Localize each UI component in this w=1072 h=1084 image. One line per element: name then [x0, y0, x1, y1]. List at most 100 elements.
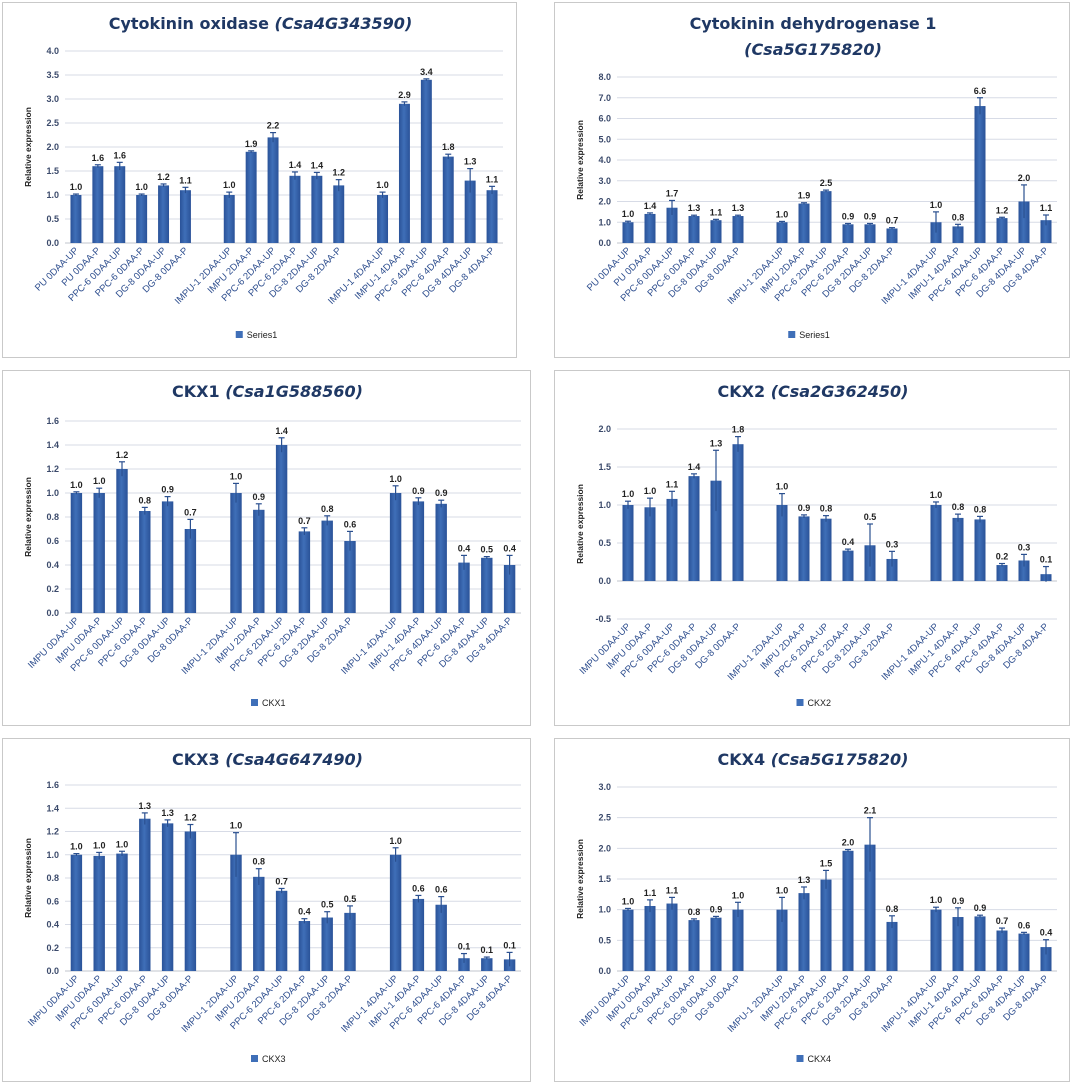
data-label: 0.8 — [253, 857, 266, 867]
data-label: 1.1 — [644, 888, 657, 898]
y-tick-label: 0.0 — [46, 966, 59, 976]
y-tick-label: 4.0 — [46, 46, 59, 56]
y-tick-label: 0.8 — [46, 512, 59, 522]
data-label: 0.8 — [952, 502, 965, 512]
bar — [688, 216, 700, 243]
bar — [398, 103, 410, 243]
data-label: 1.3 — [732, 203, 745, 213]
bar — [114, 166, 126, 243]
chart-title-gene: (Csa4G647490) — [225, 750, 363, 769]
data-label: 0.7 — [184, 507, 197, 517]
y-tick-label: -0.5 — [595, 614, 611, 624]
data-label: 0.9 — [864, 211, 877, 221]
y-tick-label: 0.2 — [46, 584, 59, 594]
bar — [930, 909, 942, 971]
bar — [644, 507, 656, 581]
bar — [864, 844, 876, 971]
bar — [93, 855, 105, 971]
legend-label: CKX3 — [262, 1054, 286, 1064]
bar — [1018, 560, 1030, 581]
bar — [974, 519, 986, 581]
y-tick-label: 2.0 — [598, 424, 611, 434]
y-tick-label: 0.0 — [46, 608, 59, 618]
data-label: 0.9 — [253, 492, 266, 502]
data-label: 0.3 — [1018, 542, 1031, 552]
bar — [996, 565, 1008, 581]
y-axis-label: Relative expression — [575, 120, 585, 200]
bar — [458, 958, 470, 971]
bar — [412, 898, 425, 971]
bar — [139, 818, 151, 971]
y-axis-label: Relative expression — [575, 484, 585, 564]
legend-label: CKX4 — [808, 1054, 832, 1064]
data-label: 1.0 — [622, 209, 635, 219]
chart-title-gene: (Csa5G175820) — [771, 750, 909, 769]
data-label: 2.5 — [820, 178, 833, 188]
data-label: 1.3 — [798, 875, 811, 885]
data-label: 1.0 — [732, 890, 745, 900]
data-label: 1.0 — [70, 480, 83, 490]
bar — [275, 445, 288, 613]
bar — [666, 498, 678, 581]
data-label: 1.0 — [116, 839, 129, 849]
bar — [420, 79, 432, 243]
y-tick-label: 2.0 — [598, 843, 611, 853]
y-tick-label: 0.6 — [46, 896, 59, 906]
data-label: 0.1 — [481, 945, 494, 955]
data-label: 1.3 — [464, 157, 477, 167]
bar — [666, 903, 678, 971]
chart-svg-ckx2: CKX2 (Csa2G362450) -0.5 0.0 0.5 1.0 1.5 2.0 Rel… — [575, 382, 1057, 708]
chart-title-gene: (Csa4G343590) — [275, 14, 413, 33]
bar — [1040, 947, 1052, 971]
data-label: 0.4 — [298, 907, 311, 917]
data-label: 1.0 — [622, 896, 635, 906]
data-label: 0.1 — [503, 940, 516, 950]
data-label: 1.1 — [486, 174, 499, 184]
chart-title: CKX3 (Csa4G647490) — [172, 750, 363, 769]
chart-title-name: CKX4 — [718, 750, 771, 769]
data-label: 0.9 — [974, 903, 987, 913]
bar — [776, 505, 788, 581]
bar — [161, 823, 174, 971]
data-label: 0.7 — [298, 516, 311, 526]
legend-label: CKX2 — [808, 698, 832, 708]
bar — [710, 480, 722, 581]
bar — [886, 558, 898, 581]
chart-title: Cytokinin oxidase (Csa4G343590) — [109, 14, 413, 33]
chart-title: CKX4 (Csa5G175820) — [718, 750, 909, 769]
data-label: 1.6 — [92, 153, 105, 163]
bar — [974, 916, 986, 971]
y-tick-label: 0.5 — [598, 935, 611, 945]
data-label: 0.3 — [886, 539, 899, 549]
bar — [253, 509, 265, 613]
y-tick-label: 1.0 — [598, 905, 611, 915]
data-label: 0.6 — [435, 885, 448, 895]
y-tick-label: 1.0 — [598, 500, 611, 510]
y-tick-label: 4.0 — [598, 155, 611, 165]
data-label: 1.2 — [157, 172, 170, 182]
data-label: 1.1 — [1040, 203, 1053, 213]
bar — [458, 562, 470, 613]
data-label: 0.9 — [842, 211, 855, 221]
bar — [70, 854, 83, 971]
bar — [644, 213, 656, 243]
data-label: 0.4 — [503, 543, 516, 553]
chart-panel-cytokinin-oxidase: Cytokinin oxidase (Csa4G343590) 0.0 0.5 1.0… — [2, 2, 517, 358]
data-label: 1.0 — [644, 486, 657, 496]
data-label: 1.0 — [622, 489, 635, 499]
bar — [842, 224, 854, 243]
chart-title: CKX2 (Csa2G362450) — [718, 382, 909, 401]
y-tick-label: 0.8 — [46, 873, 59, 883]
chart-title-name: CKX2 — [718, 382, 771, 401]
data-label: 1.3 — [688, 203, 701, 213]
data-label: 1.0 — [135, 182, 148, 192]
chart-svg-cytokinin-dehydrogenase-1: Cytokinin dehydrogenase 1 (Csa5G175820) 0.… — [575, 14, 1057, 340]
data-label: 1.3 — [139, 801, 152, 811]
y-tick-label: 1.6 — [46, 780, 59, 790]
data-label: 1.5 — [820, 858, 833, 868]
y-axis-label: Relative expression — [23, 838, 33, 918]
data-label: 0.1 — [1040, 555, 1053, 565]
y-tick-label: 2.5 — [46, 118, 59, 128]
bar — [321, 917, 333, 971]
data-label: 1.7 — [666, 188, 679, 198]
